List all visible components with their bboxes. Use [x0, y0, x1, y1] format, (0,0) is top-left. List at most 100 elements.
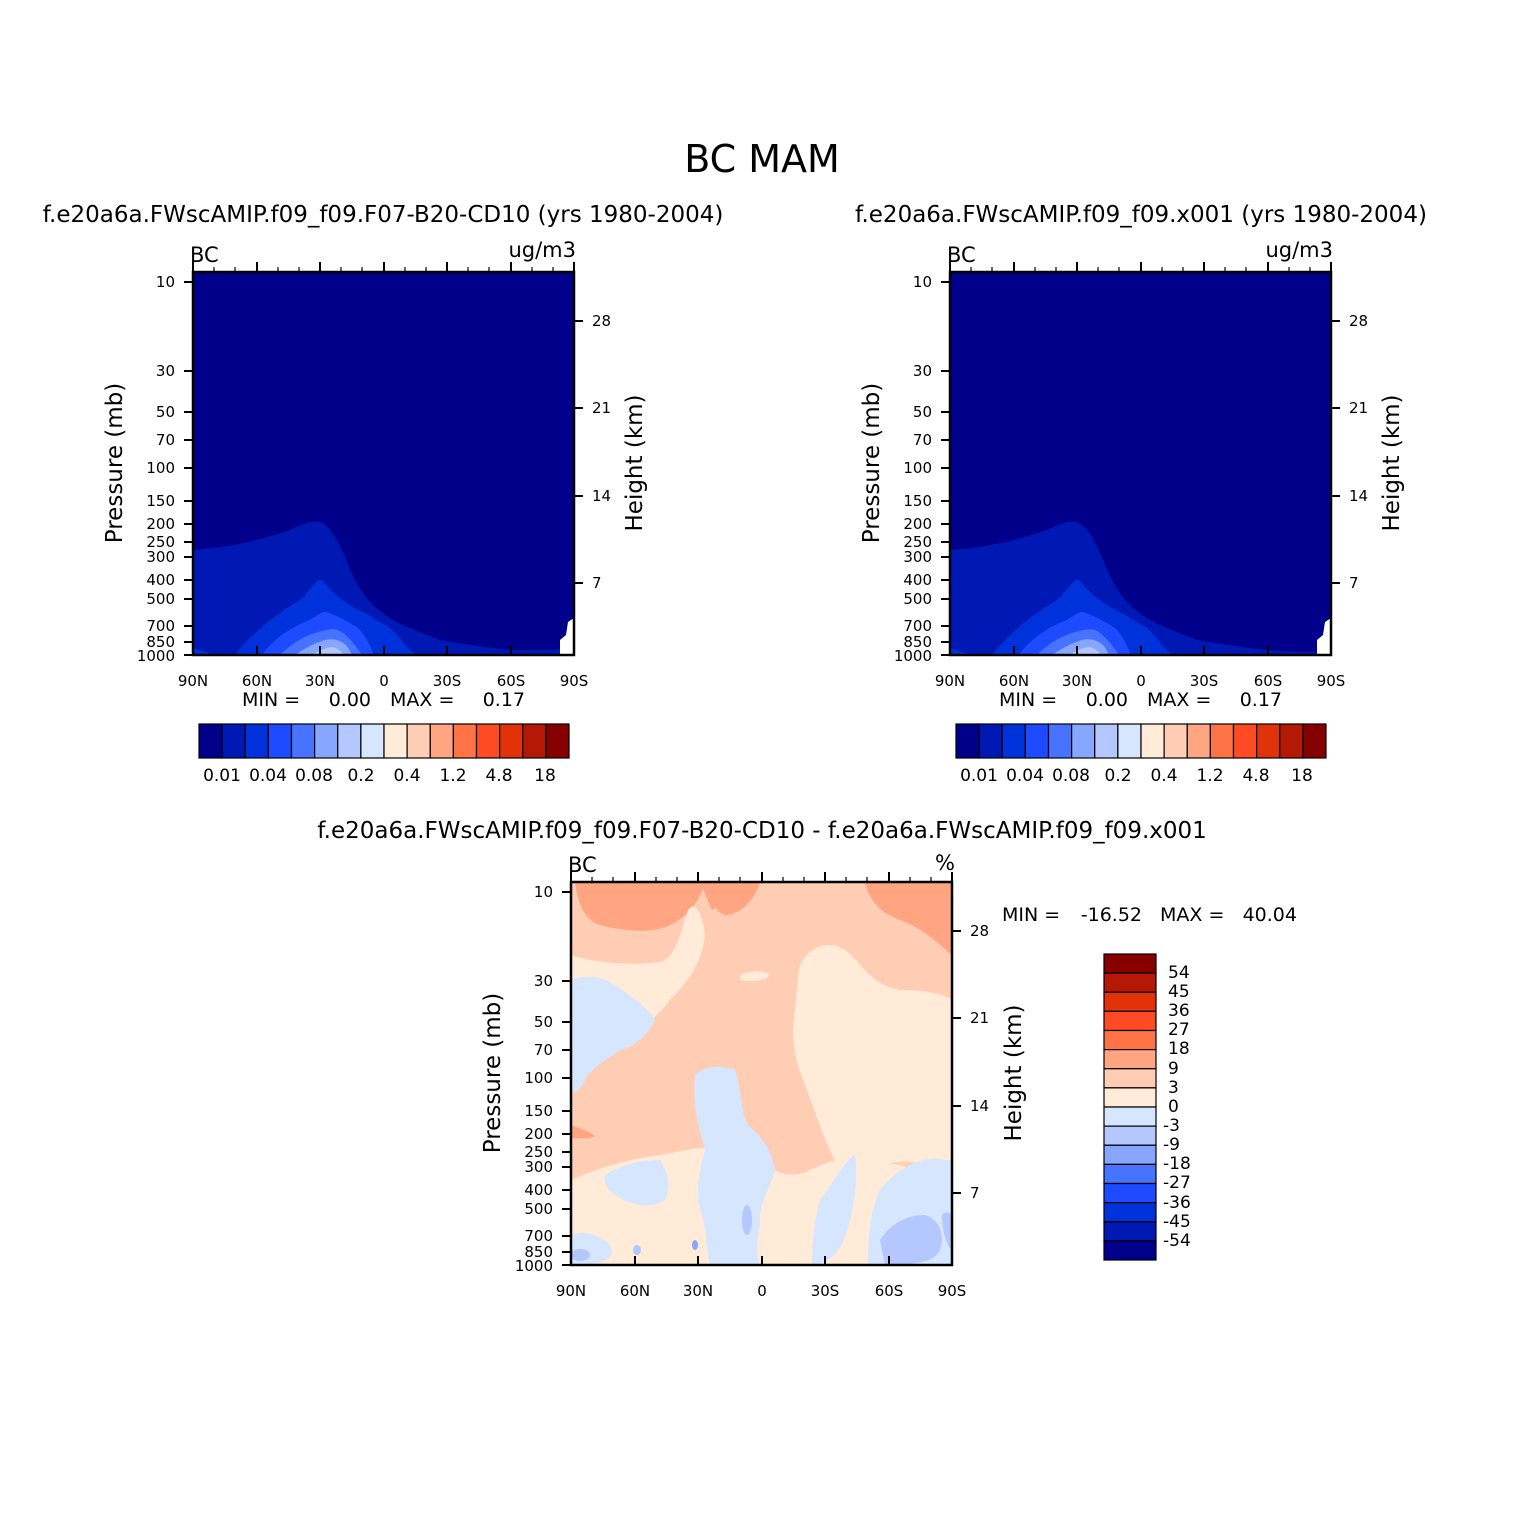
- min-label: MIN =: [999, 689, 1057, 711]
- y-tick-label: 400: [903, 571, 932, 589]
- colorbar-swatch: [314, 723, 339, 759]
- y-tick-label: 150: [903, 492, 932, 510]
- colorbar-label: -45: [1163, 1212, 1191, 1232]
- colorbar-swatch: [1103, 991, 1157, 1012]
- y-right-tick-label: 21: [1349, 399, 1368, 417]
- y-axis-label: Pressure (mb): [480, 993, 506, 1153]
- colorbar-label: 4.8: [485, 766, 512, 786]
- panel-diff: f.e20a6a.FWscAMIP.f09_f09.F07-B20-CD10 -…: [317, 818, 1297, 1300]
- colorbar-label: 4.8: [1242, 766, 1269, 786]
- y-tick-label: 10: [534, 883, 553, 901]
- max-value: 40.04: [1243, 904, 1297, 926]
- colorbar-label: 0.01: [203, 766, 241, 786]
- colorbar-swatch: [221, 723, 246, 759]
- y-right-tick-label: 28: [592, 312, 611, 330]
- y-axis-label: Pressure (mb): [859, 383, 885, 543]
- y-tick-label: 300: [524, 1158, 553, 1176]
- colorbar-swatch: [452, 723, 478, 759]
- y-tick-label: 850: [146, 633, 175, 651]
- y-tick-label: 1000: [894, 647, 932, 665]
- y-tick-label: 250: [524, 1143, 553, 1161]
- colorbar-swatch: [198, 723, 223, 759]
- colorbar-label: 0.2: [1104, 766, 1131, 786]
- y-tick-label: 700: [524, 1227, 553, 1245]
- colorbar-label: 18: [1291, 766, 1313, 786]
- colorbar-label: -54: [1163, 1231, 1191, 1251]
- colorbar-label: 0.4: [1150, 766, 1177, 786]
- y-axis-label: Pressure (mb): [102, 383, 128, 543]
- colorbar-swatch: [1140, 723, 1165, 759]
- colorbar-swatch: [290, 723, 316, 759]
- x-tick-label: 30S: [1190, 672, 1219, 690]
- min-label: MIN =: [242, 689, 300, 711]
- colorbar-label: 36: [1168, 1001, 1190, 1021]
- y-right-tick-label: 14: [592, 487, 611, 505]
- x-tick-label: 60S: [1254, 672, 1283, 690]
- colorbar-label: 0.01: [960, 766, 998, 786]
- max-value: 0.17: [1240, 689, 1282, 711]
- colorbar-label: 54: [1168, 963, 1190, 983]
- colorbar-swatch: [1103, 1125, 1157, 1146]
- colorbar-label: 27: [1168, 1020, 1190, 1040]
- colorbar-swatch: [1163, 723, 1188, 759]
- x-tick-label: 30S: [433, 672, 462, 690]
- y-right-axis-label: Height (km): [622, 394, 648, 531]
- colorbar-label: 0.08: [1052, 766, 1090, 786]
- colorbar-swatch: [1103, 972, 1157, 993]
- panel-diff-variable: BC: [568, 853, 597, 877]
- panel-right-plot: [950, 272, 1331, 655]
- y-tick-label: 300: [146, 548, 175, 566]
- y-tick-label: 1000: [515, 1257, 553, 1275]
- x-tick-label: 60N: [242, 672, 272, 690]
- colorbar-label: -36: [1163, 1193, 1191, 1213]
- colorbar-label: 1.2: [1196, 766, 1223, 786]
- panel-right-colorbar: 0.01 0.04 0.08 0.2 0.4 1.2 4.8 18: [955, 723, 1327, 786]
- y-right-axis-label: Height (km): [1001, 1004, 1027, 1141]
- x-tick-label: 90N: [556, 1282, 586, 1300]
- colorbar-swatch: [244, 723, 269, 759]
- colorbar-swatch: [429, 723, 454, 759]
- y-tick-label: 250: [146, 533, 175, 551]
- panel-diff-yaxis: 10 30 50 70 100 150 200 250 300 400 500 …: [480, 883, 1027, 1275]
- x-tick-label: 0: [757, 1282, 767, 1300]
- colorbar-swatch: [1209, 723, 1235, 759]
- panel-diff-stats: MIN = -16.52 MAX = 40.04: [1002, 904, 1297, 926]
- y-tick-label: 150: [524, 1102, 553, 1120]
- colorbar-swatch: [955, 723, 980, 759]
- panel-diff-plot: [570, 882, 952, 1265]
- y-right-tick-label: 7: [1349, 574, 1359, 592]
- colorbar-swatch: [522, 723, 547, 759]
- min-label: MIN =: [1002, 904, 1060, 926]
- panel-left-stats: MIN = 0.00 MAX = 0.17: [242, 689, 525, 711]
- max-label: MAX =: [1147, 689, 1211, 711]
- colorbar-swatch: [1256, 723, 1281, 759]
- y-right-tick-label: 7: [592, 574, 602, 592]
- colorbar-label: -18: [1163, 1154, 1191, 1174]
- y-right-tick-label: 21: [592, 399, 611, 417]
- panel-diff-title: f.e20a6a.FWscAMIP.f09_f09.F07-B20-CD10 -…: [317, 818, 1207, 844]
- x-tick-label: 30N: [1062, 672, 1092, 690]
- y-tick-label: 100: [524, 1069, 553, 1087]
- colorbar-swatch: [1071, 723, 1096, 759]
- colorbar-swatches: [955, 723, 1327, 759]
- x-tick-label: 30N: [683, 1282, 713, 1300]
- y-tick-label: 30: [156, 362, 175, 380]
- y-tick-label: 1000: [137, 647, 175, 665]
- panel-left-yaxis: 10 30 50 70 100 150 200 250 300 400 500 …: [102, 273, 648, 665]
- y-tick-label: 100: [146, 459, 175, 477]
- y-tick-label: 70: [913, 431, 932, 449]
- y-tick-label: 250: [903, 533, 932, 551]
- x-tick-label: 60S: [497, 672, 526, 690]
- x-tick-label: 30N: [305, 672, 335, 690]
- x-tick-label: 60N: [999, 672, 1029, 690]
- colorbar-swatch: [1302, 723, 1327, 759]
- panel-left-colorbar: 0.01 0.04 0.08 0.2 0.4 1.2 4.8 18: [198, 723, 570, 786]
- x-tick-label: 90S: [1317, 672, 1346, 690]
- x-tick-label: 90N: [178, 672, 208, 690]
- x-tick-label: 90N: [935, 672, 965, 690]
- y-right-tick-label: 28: [1349, 312, 1368, 330]
- colorbar-swatch: [475, 723, 501, 759]
- colorbar-label: -3: [1163, 1116, 1180, 1136]
- panel-diff-colorbar: 54 45 36 27 18 9 3 0 -3 -9 -18 -27 -36 -…: [1103, 953, 1191, 1261]
